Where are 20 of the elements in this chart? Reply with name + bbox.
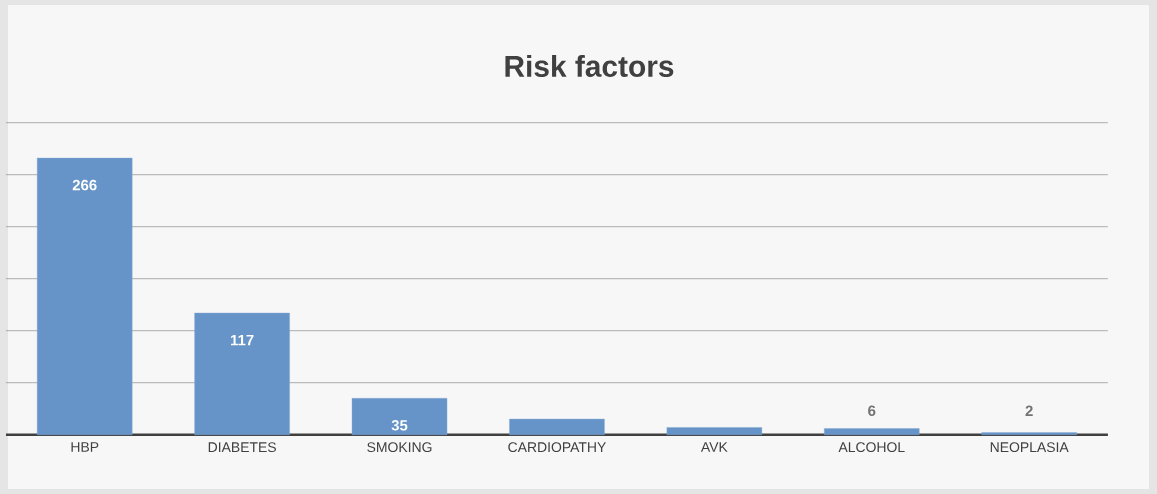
x-tick-label: DIABETES (208, 442, 276, 453)
data-label: 117 (231, 334, 254, 346)
x-tick-label: AVK (700, 442, 728, 452)
bar (37, 157, 133, 435)
data-label: 266 (72, 179, 97, 191)
x-tick-label: HBP (71, 442, 99, 452)
bar (194, 312, 290, 435)
data-label: 35 (391, 420, 408, 431)
data-label: 2 (1025, 405, 1033, 416)
bar (824, 428, 920, 435)
data-label: 6 (868, 405, 876, 416)
x-tick-label: SMOKING (367, 442, 432, 453)
x-tick-label: ALCOHOL (838, 442, 905, 453)
bar (666, 427, 763, 435)
bar (509, 418, 605, 435)
bar (351, 398, 448, 435)
x-tick-label: CARDIOPATHY (508, 442, 606, 453)
bar (981, 432, 1077, 435)
x-tick-label: NEOPLASIA (990, 442, 1069, 453)
chart-title: Risk factors (505, 55, 674, 77)
